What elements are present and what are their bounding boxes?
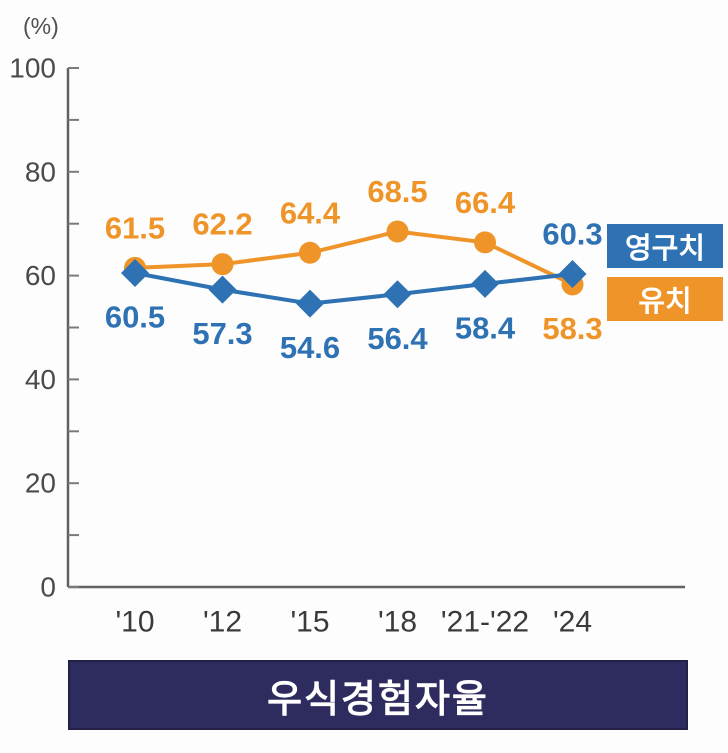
x-axis-category-label: '21-'22 xyxy=(441,606,529,639)
circle-marker xyxy=(211,253,234,276)
chart-title: 우식경험자율 xyxy=(267,678,489,721)
data-point-value-label: 62.2 xyxy=(192,207,252,242)
legend-label-primary-teeth: 유치 xyxy=(638,286,692,318)
diamond-marker xyxy=(383,280,412,309)
y-axis-tick-label: 100 xyxy=(9,53,56,84)
x-axis-category-label: '10 xyxy=(115,606,154,639)
data-point-value-label: 60.3 xyxy=(542,217,602,252)
data-point-value-label: 56.4 xyxy=(367,321,428,356)
x-axis-category-label: '15 xyxy=(290,606,329,639)
circle-marker xyxy=(474,231,496,254)
legend-item-permanent-teeth: 영구치 xyxy=(607,224,723,268)
diamond-marker xyxy=(208,275,237,304)
data-point-value-label: 58.4 xyxy=(455,310,516,345)
data-point-value-label: 60.5 xyxy=(105,300,165,335)
diamond-marker xyxy=(296,289,324,318)
data-point-value-label: 57.3 xyxy=(192,316,252,351)
x-axis-category-label: '18 xyxy=(378,606,417,639)
data-point-value-label: 58.3 xyxy=(542,311,602,346)
circle-marker xyxy=(299,241,321,264)
legend-label-permanent-teeth: 영구치 xyxy=(624,233,706,265)
data-point-value-label: 66.4 xyxy=(455,185,516,220)
y-axis-tick-label: 0 xyxy=(40,572,56,603)
series-line-1 xyxy=(134,271,573,306)
chart-legend: 영구치 유치 xyxy=(607,224,723,321)
x-axis-category-label: '24 xyxy=(553,606,592,639)
y-axis-tick-label: 20 xyxy=(25,468,56,499)
y-axis-unit-label: (%) xyxy=(23,13,59,39)
diamond-marker xyxy=(121,259,149,288)
data-point-value-label: 61.5 xyxy=(105,210,165,245)
y-axis-tick-label: 60 xyxy=(25,260,56,291)
diamond-marker xyxy=(558,260,587,289)
series-line-0 xyxy=(134,229,574,287)
line-chart: 0 20 40 60 80 100 '10 '12 '15 '18 '21-'22 '24 61.5 62… xyxy=(9,53,685,639)
circle-marker xyxy=(386,220,409,243)
data-point-value-label: 68.5 xyxy=(367,174,427,209)
data-point-value-label: 64.4 xyxy=(280,195,341,230)
chart-title-bar: 우식경험자율 xyxy=(68,660,688,730)
x-axis-category-label: '12 xyxy=(203,606,242,639)
legend-item-primary-teeth: 유치 xyxy=(607,277,723,321)
data-point-value-label: 54.6 xyxy=(280,330,340,365)
y-axis-tick-label: 80 xyxy=(25,156,56,187)
y-axis-tick-label: 40 xyxy=(25,364,56,395)
diamond-marker xyxy=(471,269,499,298)
